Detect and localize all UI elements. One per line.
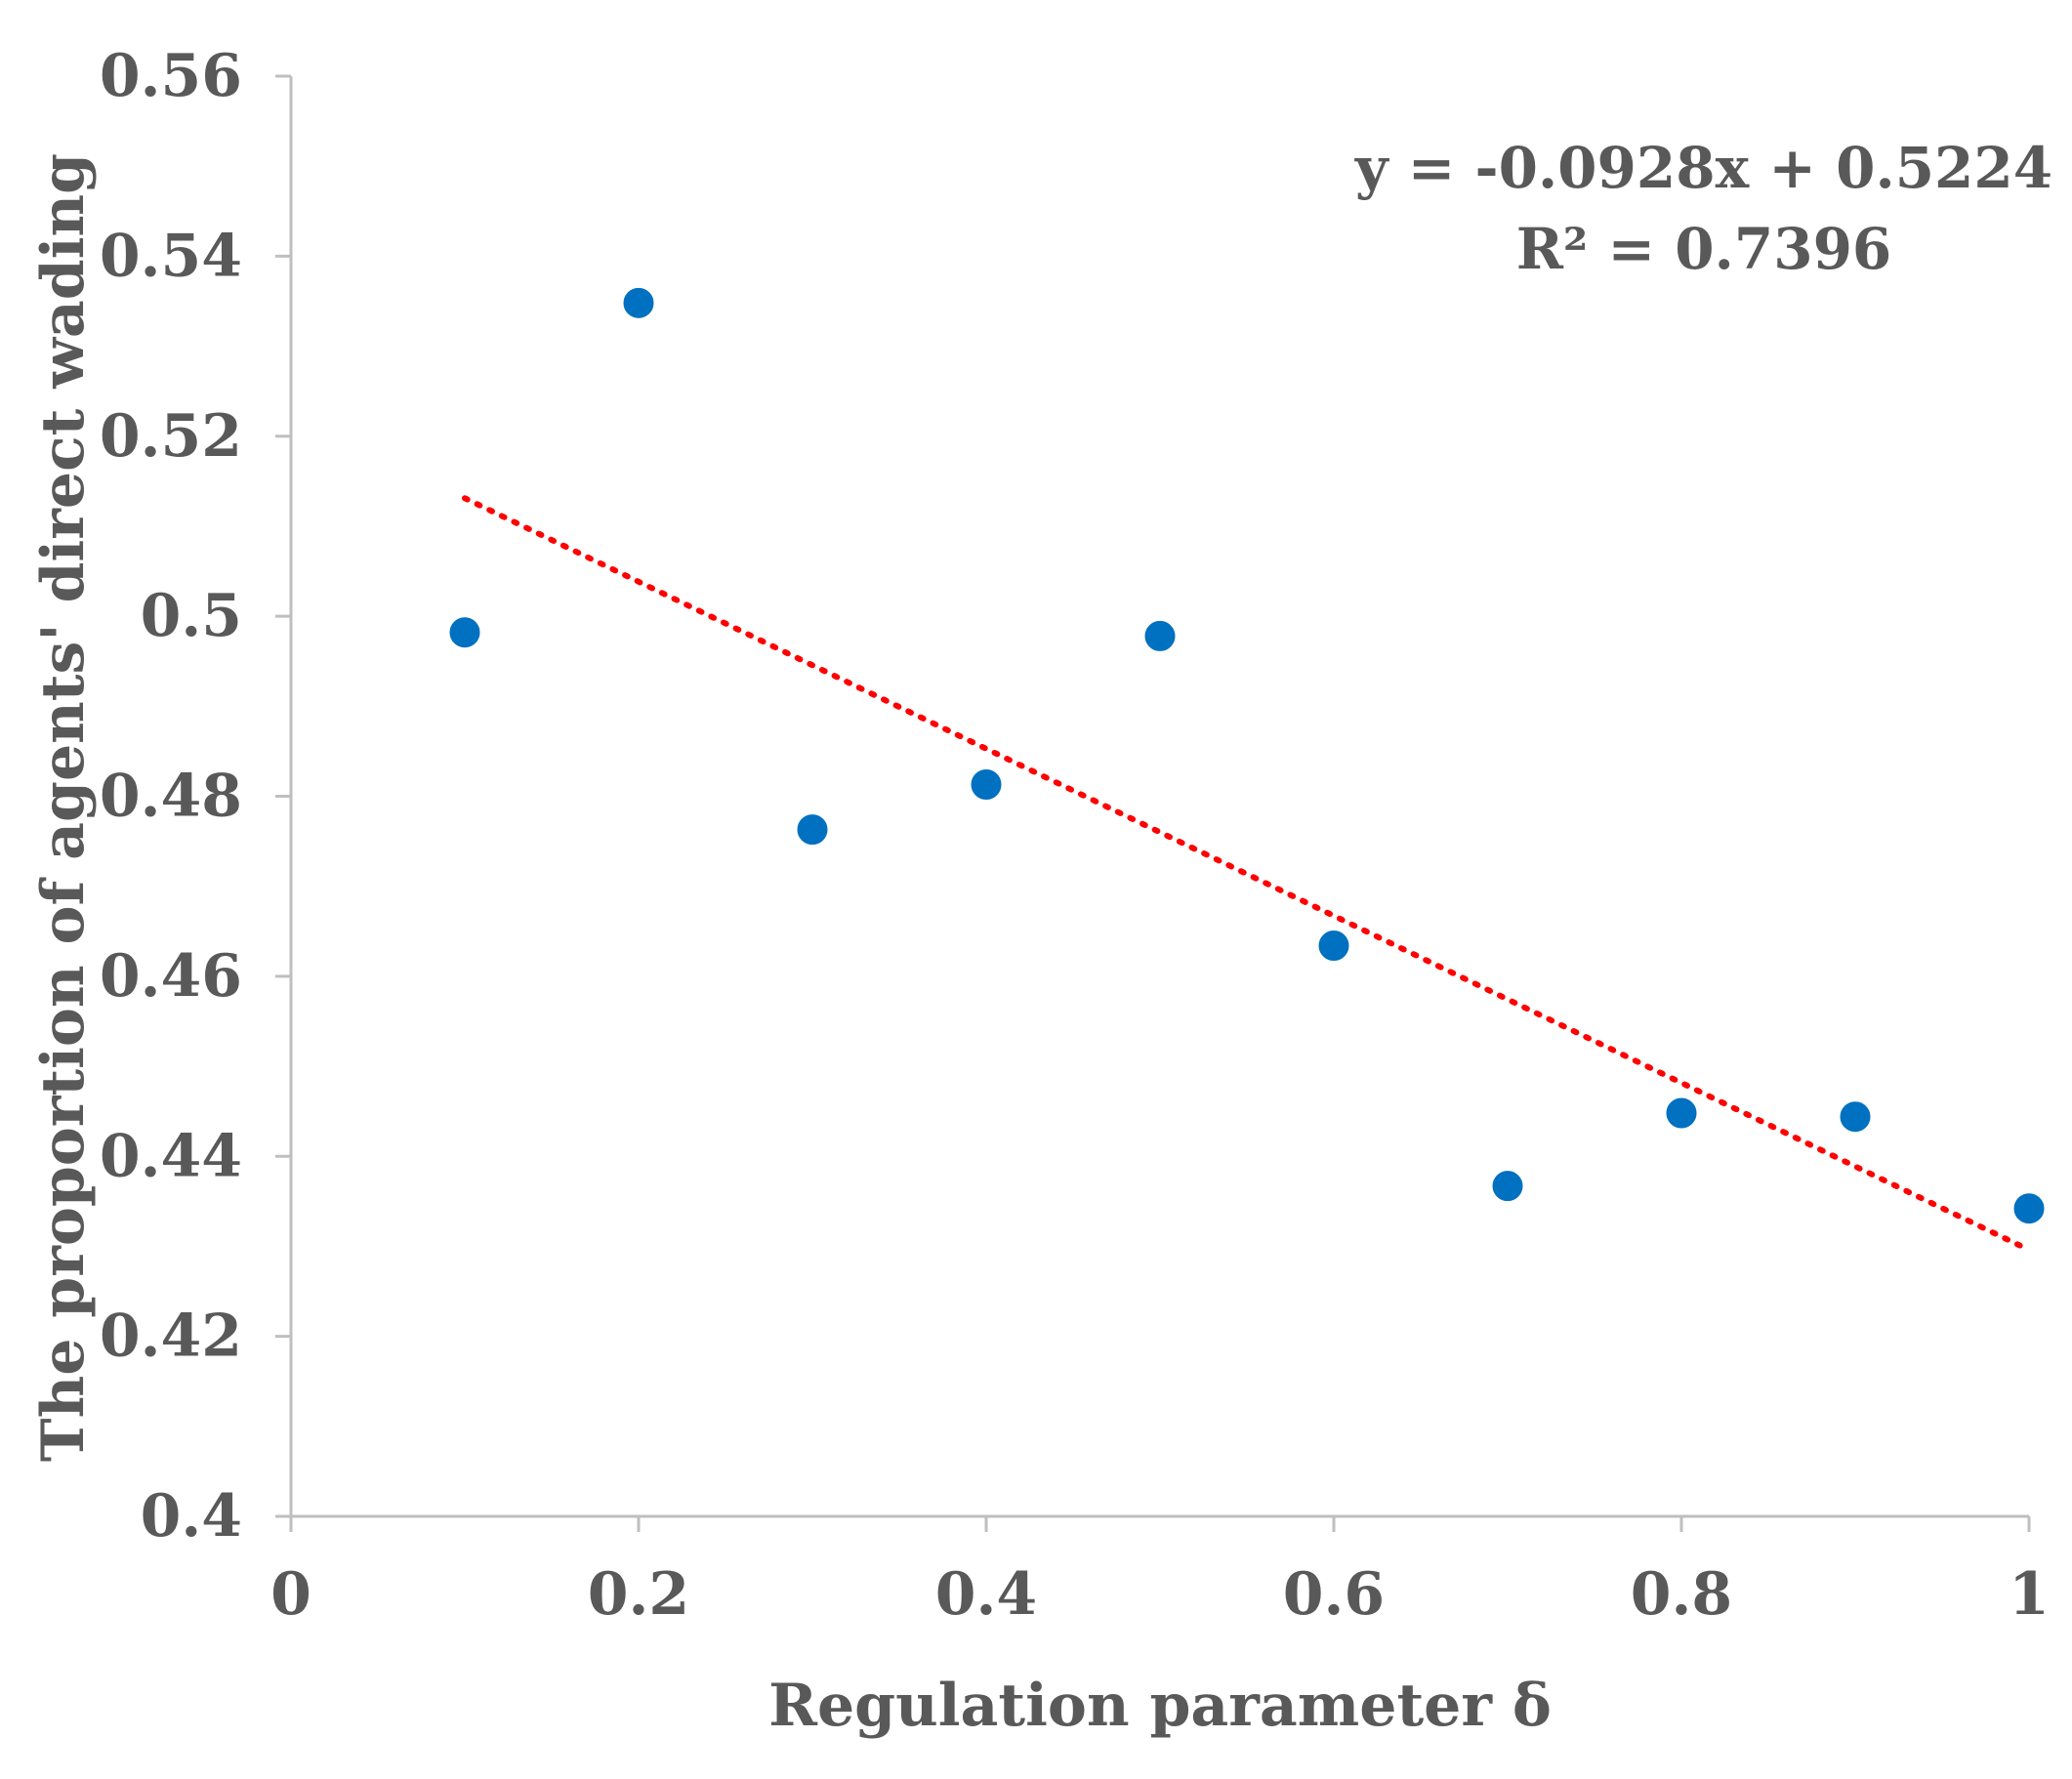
- y-tick-label: 0.4: [141, 1482, 242, 1551]
- x-tick-label: 1: [2009, 1560, 2050, 1629]
- x-tick-label: 0.4: [935, 1560, 1037, 1629]
- y-tick-label: 0.5: [141, 582, 242, 650]
- data-point: [1141, 617, 1179, 654]
- x-tick-label: 0: [270, 1560, 311, 1629]
- data-point: [1663, 1095, 1700, 1132]
- y-tick-label: 0.56: [100, 42, 242, 110]
- x-tick-label: 0.8: [1631, 1560, 1732, 1629]
- data-point: [1315, 928, 1352, 965]
- data-point: [1837, 1098, 1874, 1136]
- y-tick-label: 0.54: [100, 222, 242, 290]
- trendline: [462, 495, 2032, 1254]
- x-tick-label: 0.6: [1283, 1560, 1385, 1629]
- x-tick-label: 0.2: [588, 1560, 689, 1629]
- data-point: [446, 614, 483, 651]
- axes: [275, 74, 2031, 1532]
- y-tick-label: 0.44: [100, 1122, 242, 1190]
- data-point: [2010, 1190, 2048, 1227]
- y-tick-label: 0.46: [100, 942, 242, 1011]
- data-point: [620, 284, 657, 321]
- y-tick-label: 0.48: [100, 763, 242, 831]
- data-point: [1489, 1168, 1526, 1205]
- trendline-equation: y = -0.0928x + 0.5224: [1354, 135, 2052, 201]
- data-point: [968, 766, 1005, 804]
- y-tick-label: 0.52: [100, 402, 242, 471]
- y-axis-title: The proportion of agents' direct wading: [29, 153, 98, 1462]
- data-point: [794, 811, 831, 848]
- tick-labels: 0.4 0.42 0.44 0.46 0.48 0.5 0.52 0.54 0.56 0 0.2 0.…: [100, 42, 2050, 1629]
- trendline-r2: R² = 0.7396: [1516, 216, 1892, 282]
- x-axis-title: Regulation parameter δ: [768, 1672, 1552, 1740]
- data-points: [446, 284, 2048, 1227]
- y-tick-label: 0.42: [100, 1303, 242, 1371]
